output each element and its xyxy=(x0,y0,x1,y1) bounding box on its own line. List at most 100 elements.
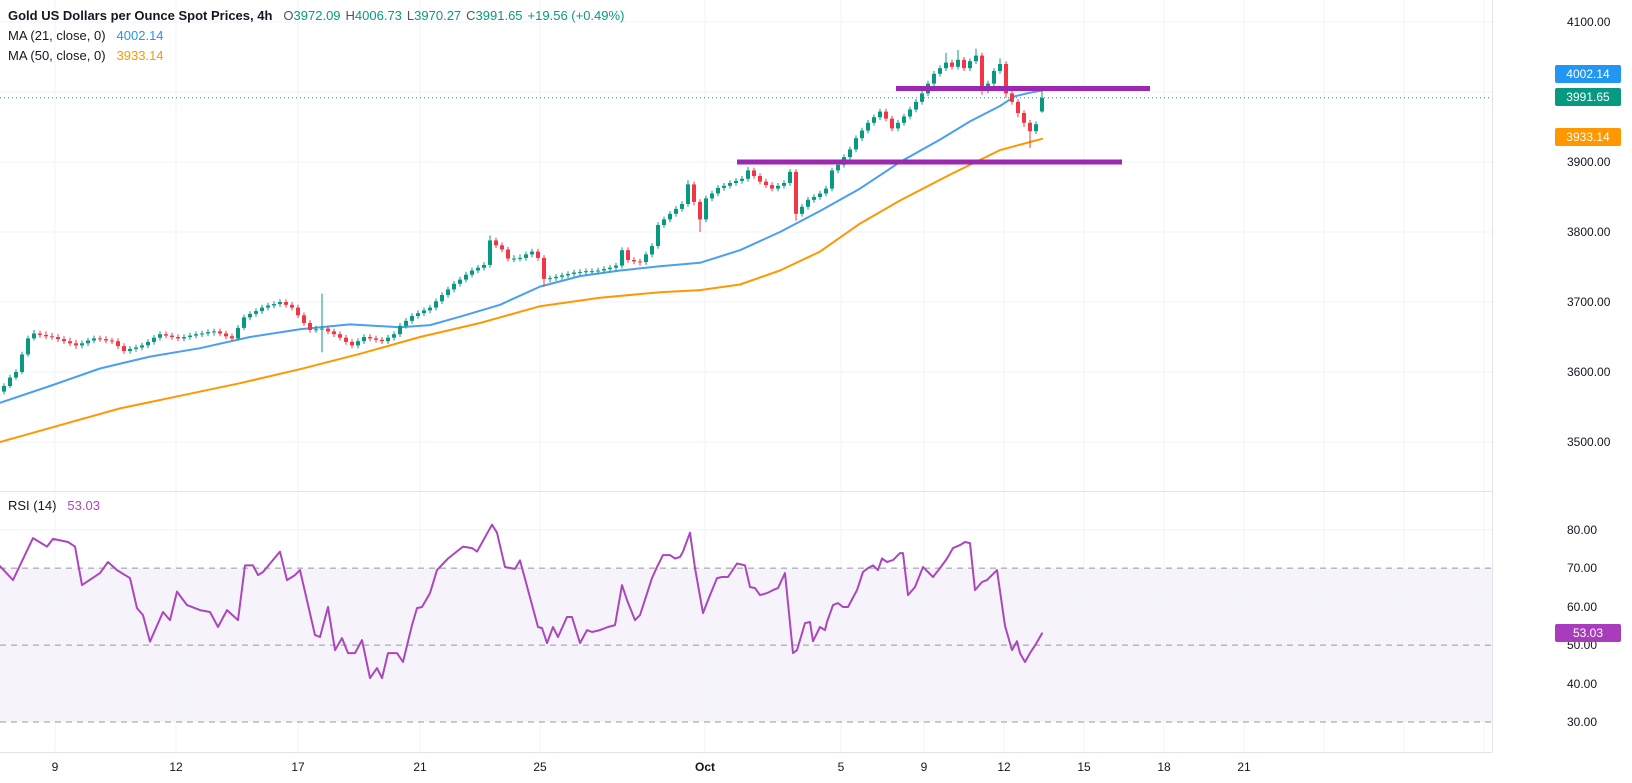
candle-body xyxy=(494,240,498,246)
candle-body xyxy=(788,171,792,183)
ma21-line[interactable] xyxy=(0,89,1043,404)
time-axis-label: 25 xyxy=(533,760,547,774)
candle-body xyxy=(626,250,630,260)
symbol-legend-row[interactable]: Gold US Dollars per Ounce Spot Prices, 4… xyxy=(8,6,624,26)
candle-body xyxy=(1040,97,1044,112)
candle-body xyxy=(314,329,318,331)
candle-body xyxy=(104,339,108,341)
candle-body xyxy=(170,335,174,337)
candle-body xyxy=(944,62,948,69)
ma21-legend-row[interactable]: MA (21, close, 0) 4002.14 xyxy=(8,26,624,46)
candle-body xyxy=(668,213,672,220)
time-axis[interactable]: 9 12 17 21 25 Oct 5 9 12 15 18 21 xyxy=(0,753,1632,783)
candle-body xyxy=(92,338,96,341)
time-axis-label: 21 xyxy=(413,760,427,774)
rsi-pane[interactable]: RSI (14) 53.03 xyxy=(0,492,1492,753)
rsi-axis-label: 70.00 xyxy=(1567,561,1598,575)
candle-body xyxy=(206,332,210,334)
candle-body xyxy=(410,316,414,321)
rsi-chart-canvas[interactable] xyxy=(0,492,1492,752)
candle-body xyxy=(158,334,162,338)
candle-body xyxy=(518,257,522,259)
candle-body xyxy=(326,328,330,332)
candle-body xyxy=(632,260,636,262)
ma50-legend-row[interactable]: MA (50, close, 0) 3933.14 xyxy=(8,46,624,66)
candle-body xyxy=(194,334,198,336)
candle-body xyxy=(500,245,504,250)
candle-body xyxy=(560,275,564,277)
candle-body xyxy=(278,302,282,305)
candle-body xyxy=(230,336,234,339)
candle-body xyxy=(692,184,696,202)
candlestick-pane[interactable]: Gold US Dollars per Ounce Spot Prices, 4… xyxy=(0,0,1492,492)
candle-body xyxy=(74,343,78,346)
candle-body xyxy=(962,59,966,69)
candle-body xyxy=(200,333,204,335)
rsi-label: RSI (14) xyxy=(8,498,57,513)
candle-body xyxy=(428,307,432,311)
candle-body xyxy=(296,307,300,316)
candle-body xyxy=(380,339,384,342)
candle-body xyxy=(728,183,732,186)
candle-body xyxy=(218,331,222,334)
candle-body xyxy=(584,271,588,273)
candle-body xyxy=(656,225,660,246)
candle-body xyxy=(356,341,360,346)
candle-body xyxy=(26,338,30,355)
candle-body xyxy=(14,372,18,378)
candle-body xyxy=(614,265,618,268)
price-axis-label: 3800.00 xyxy=(1567,225,1611,239)
candle-body xyxy=(860,130,864,139)
rsi-line[interactable] xyxy=(0,523,1043,680)
price-legend: Gold US Dollars per Ounce Spot Prices, 4… xyxy=(8,6,624,66)
candle-body xyxy=(572,272,576,274)
price-axis[interactable]: 4100.00 3900.00 3800.00 3700.00 3600.00 3500.… xyxy=(1492,0,1632,752)
candle-body xyxy=(578,271,582,273)
candle-body xyxy=(470,270,474,275)
ma50-price-badge: 3933.14 xyxy=(1555,128,1621,146)
last-price-badge: 3991.65 xyxy=(1555,88,1621,106)
candle-body xyxy=(266,305,270,308)
candle-body xyxy=(914,101,918,110)
candle-body xyxy=(374,338,378,340)
candle-body xyxy=(8,377,12,386)
candle-body xyxy=(254,311,258,314)
candle-body xyxy=(224,333,228,337)
ma21-price-badge: 4002.14 xyxy=(1555,65,1621,83)
candle-body xyxy=(608,267,612,270)
candle-body xyxy=(98,338,102,340)
candle-body xyxy=(488,240,492,265)
candle-body xyxy=(950,62,954,67)
time-axis-label: 12 xyxy=(997,760,1011,774)
candle-body xyxy=(434,301,438,308)
candle-body xyxy=(464,274,468,280)
candle-body xyxy=(38,333,42,335)
candle-body xyxy=(650,246,654,255)
candle-body xyxy=(506,249,510,259)
candle-body xyxy=(302,315,306,323)
candle-body xyxy=(1004,64,1008,94)
candle-body xyxy=(482,264,486,268)
candle-body xyxy=(152,337,156,342)
candle-body xyxy=(62,339,66,342)
candle-body xyxy=(890,118,894,129)
candle-body xyxy=(530,251,534,255)
candle-body xyxy=(956,59,960,67)
time-axis-label: 18 xyxy=(1157,760,1171,774)
candle-body xyxy=(440,295,444,302)
time-axis-label: 15 xyxy=(1077,760,1091,774)
candle-body xyxy=(404,320,408,326)
candle-body xyxy=(536,251,540,258)
candle-body xyxy=(422,310,426,314)
rsi-legend[interactable]: RSI (14) 53.03 xyxy=(8,496,100,516)
ma50-line[interactable] xyxy=(0,137,1043,443)
price-axis-label: 3900.00 xyxy=(1567,155,1611,169)
candle-body xyxy=(746,170,750,179)
candle-body xyxy=(674,208,678,214)
candle-body xyxy=(902,116,906,123)
candle-body xyxy=(884,111,888,119)
price-chart-canvas[interactable] xyxy=(0,0,1492,491)
candle-body xyxy=(806,199,810,207)
candle-body xyxy=(344,337,348,342)
ma21-label: MA (21, close, 0) xyxy=(8,28,106,43)
